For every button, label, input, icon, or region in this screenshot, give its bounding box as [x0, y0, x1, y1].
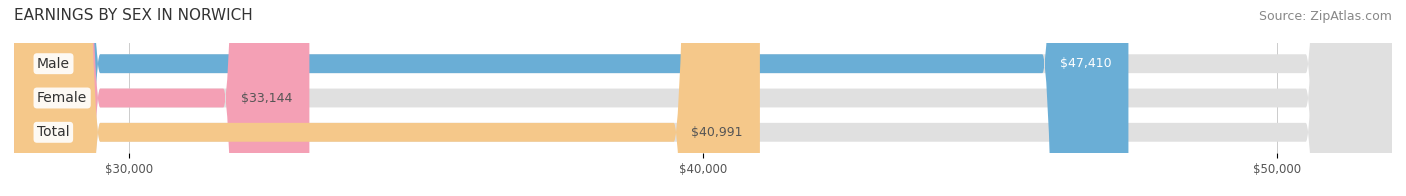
FancyBboxPatch shape	[14, 0, 1129, 196]
Text: Female: Female	[37, 91, 87, 105]
Text: EARNINGS BY SEX IN NORWICH: EARNINGS BY SEX IN NORWICH	[14, 8, 253, 23]
Text: Male: Male	[37, 57, 70, 71]
Text: Source: ZipAtlas.com: Source: ZipAtlas.com	[1258, 10, 1392, 23]
Text: $33,144: $33,144	[240, 92, 292, 104]
Text: Total: Total	[37, 125, 70, 139]
Text: $47,410: $47,410	[1060, 57, 1111, 70]
Text: $40,991: $40,991	[692, 126, 742, 139]
FancyBboxPatch shape	[14, 0, 1392, 196]
FancyBboxPatch shape	[14, 0, 759, 196]
FancyBboxPatch shape	[14, 0, 309, 196]
FancyBboxPatch shape	[14, 0, 1392, 196]
FancyBboxPatch shape	[14, 0, 1392, 196]
